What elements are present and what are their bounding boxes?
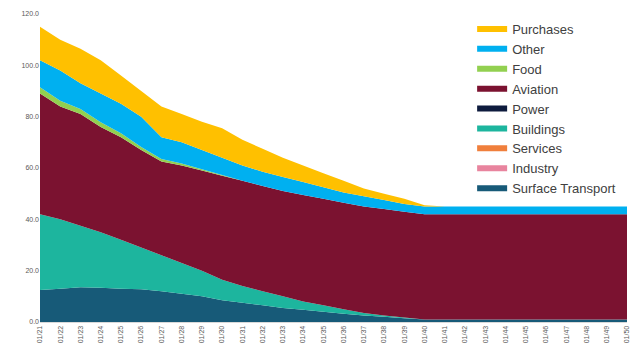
svg-text:01/35: 01/35 — [320, 326, 327, 344]
svg-text:Other: Other — [512, 42, 545, 57]
svg-text:01/39: 01/39 — [401, 326, 408, 344]
svg-text:01/50: 01/50 — [623, 326, 630, 344]
svg-text:01/31: 01/31 — [239, 326, 246, 344]
svg-text:01/45: 01/45 — [522, 326, 529, 344]
svg-text:01/38: 01/38 — [380, 326, 387, 344]
svg-text:Food: Food — [512, 62, 542, 77]
svg-text:80.0: 80.0 — [25, 113, 39, 120]
svg-text:01/34: 01/34 — [299, 326, 306, 344]
svg-text:Buildings: Buildings — [512, 122, 565, 137]
svg-text:01/33: 01/33 — [279, 326, 286, 344]
svg-text:01/40: 01/40 — [421, 326, 428, 344]
svg-text:01/37: 01/37 — [360, 326, 367, 344]
svg-text:0.0: 0.0 — [29, 318, 39, 325]
svg-text:Services: Services — [512, 141, 562, 156]
svg-text:40.0: 40.0 — [25, 216, 39, 223]
svg-text:Aviation: Aviation — [512, 82, 558, 97]
svg-text:01/47: 01/47 — [563, 326, 570, 344]
svg-text:Purchases: Purchases — [512, 22, 574, 37]
svg-text:100.0: 100.0 — [21, 62, 39, 69]
svg-text:01/29: 01/29 — [198, 326, 205, 344]
svg-text:01/41: 01/41 — [441, 326, 448, 344]
svg-text:20.0: 20.0 — [25, 267, 39, 274]
svg-text:01/25: 01/25 — [117, 326, 124, 344]
svg-text:01/32: 01/32 — [259, 326, 266, 344]
svg-text:01/27: 01/27 — [158, 326, 165, 344]
svg-text:01/22: 01/22 — [57, 326, 64, 344]
svg-text:120.0: 120.0 — [21, 10, 39, 17]
svg-text:01/42: 01/42 — [461, 326, 468, 344]
svg-text:01/21: 01/21 — [36, 326, 43, 344]
svg-text:01/43: 01/43 — [482, 326, 489, 344]
svg-text:Power: Power — [512, 102, 550, 117]
svg-text:01/30: 01/30 — [218, 326, 225, 344]
svg-text:01/46: 01/46 — [542, 326, 549, 344]
svg-text:Surface Transport: Surface Transport — [512, 181, 616, 196]
svg-text:01/26: 01/26 — [137, 326, 144, 344]
svg-text:01/49: 01/49 — [603, 326, 610, 344]
svg-text:01/28: 01/28 — [178, 326, 185, 344]
svg-text:Industry: Industry — [512, 161, 559, 176]
svg-text:01/24: 01/24 — [97, 326, 104, 344]
svg-text:01/44: 01/44 — [502, 326, 509, 344]
svg-text:01/48: 01/48 — [583, 326, 590, 344]
svg-text:01/23: 01/23 — [77, 326, 84, 344]
svg-text:01/36: 01/36 — [340, 326, 347, 344]
svg-text:60.0: 60.0 — [25, 164, 39, 171]
